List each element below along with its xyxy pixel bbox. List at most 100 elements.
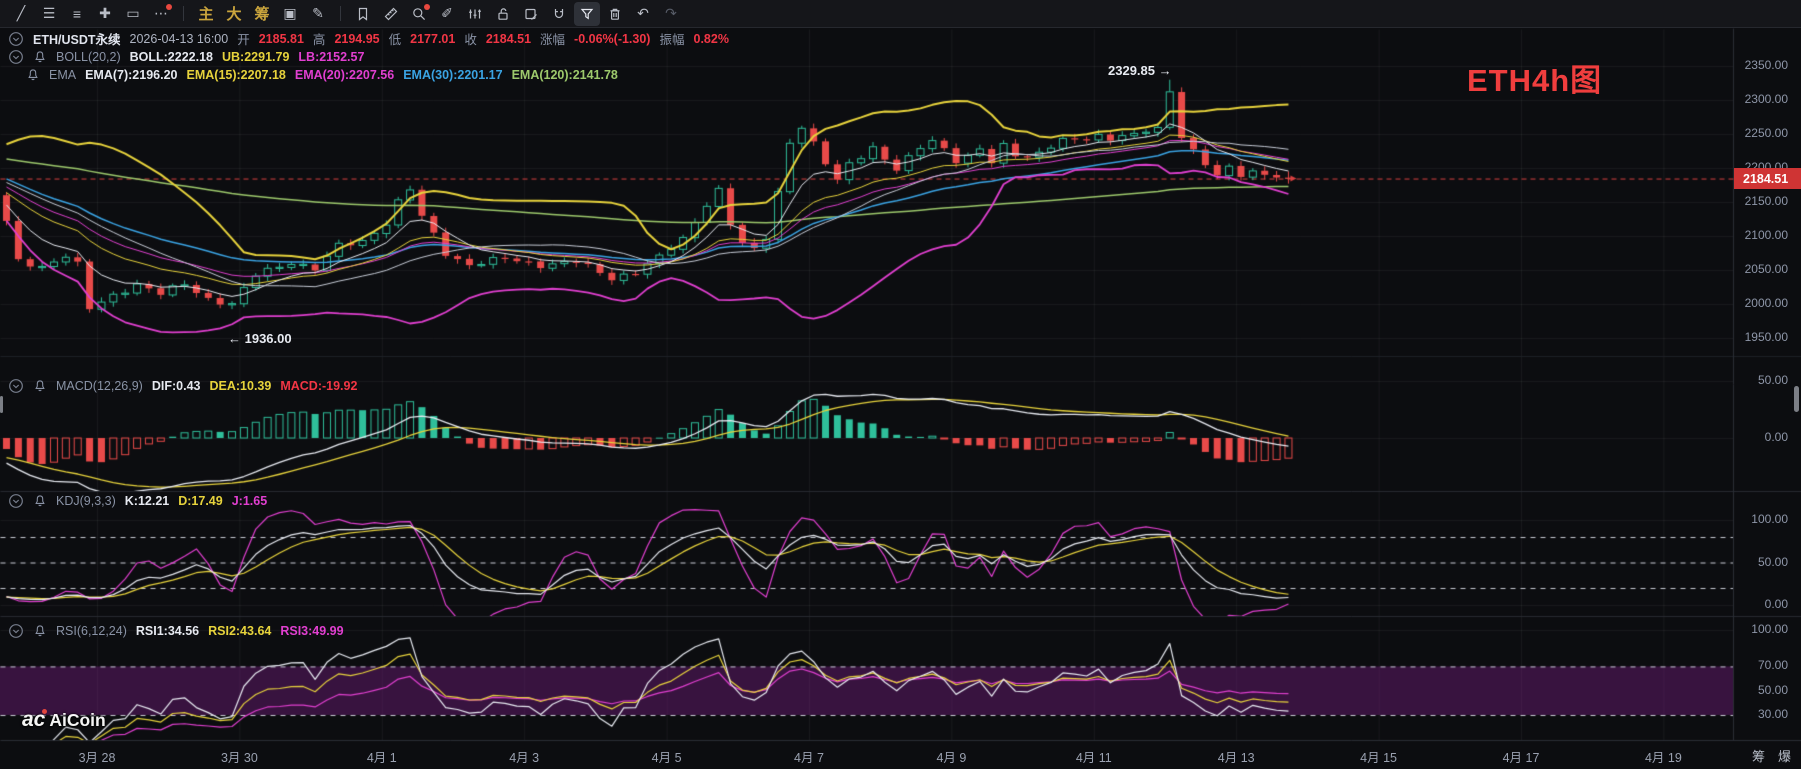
legend-segment: 振幅 [659,33,685,47]
time-axis-tick: 4月 9 [936,751,967,765]
legend-segment: DIF:0.43 [151,378,201,393]
crosshair-tool[interactable]: ✚ [99,5,111,21]
chips-button[interactable]: 筹 [254,6,270,23]
macd-axis-tick: 0.00 [1764,430,1788,444]
rsi-info-row: RSI(6,12,24) RSI1:34.56 RSI2:43.64 RSI3:49.… [8,622,344,639]
legend-segment: 2185.81 [258,31,304,46]
legend-segment: EMA [49,67,77,82]
legend-segment: EMA(30):2201.17 [403,67,503,82]
legend-segment: 收 [464,33,477,47]
magnet-icon[interactable] [546,2,572,26]
aicoin-logo-icon: ac [22,708,48,731]
legend-segment: 涨幅 [540,33,566,47]
legend-segment: DEA:10.39 [209,378,272,393]
chart-annotation-text: ETH4h图 [1467,63,1603,98]
kline-bars-icon[interactable] [462,2,488,26]
legend-segment: MACD:-19.92 [280,378,358,393]
legend-segment: UB:2291.79 [222,49,290,64]
redo-icon[interactable]: ↷ [665,5,677,21]
bookmark-icon[interactable] [350,2,376,26]
symbol-info-row: ETH/USDT永续 2026-04-13 16:00 开 2185.81 高 2194.… [8,30,729,47]
note-edit-icon[interactable] [518,2,544,26]
filter-icon[interactable] [574,1,600,26]
zoom-search-icon[interactable] [406,2,432,26]
time-axis-tick: 4月 7 [794,751,824,765]
collapse-chevron-icon[interactable] [8,493,24,509]
legend-segment: RSI(6,12,24) [56,623,127,638]
collapse-chevron-icon[interactable] [8,49,24,65]
legend-segment: -0.06%(-1.30) [574,31,651,46]
time-axis-tick: 4月 17 [1502,751,1540,765]
rectangle-tool[interactable]: ▭ [126,5,140,21]
time-axis-tick: 4月 3 [509,751,540,765]
legend-segment: K:12.21 [124,493,170,508]
legend-segment: 2184.51 [485,31,532,46]
macd-axis-tick: 50.00 [1757,373,1788,387]
notification-dot [424,3,430,10]
legend-segment: 2026-04-13 16:00 [129,31,229,46]
undo-icon[interactable]: ↶ [637,5,649,21]
lock-icon[interactable] [490,2,516,26]
line-tool[interactable]: ╱ [16,5,26,21]
legend-segment: LB:2152.57 [298,49,365,64]
quick-brush-icon[interactable]: ✎ [312,5,324,21]
collapse-chevron-icon[interactable] [8,623,24,639]
legend-segment: RSI2:43.64 [208,623,272,638]
alert-bell-icon[interactable] [33,379,47,393]
indicator-chip-toggle[interactable]: 爆 [1778,749,1792,764]
legend-segment: J:1.65 [231,493,268,508]
time-axis-tick: 4月 19 [1644,751,1682,765]
more-tools-icon[interactable]: ⋯ [148,2,174,26]
price-axis-tick: 2300.00 [1744,92,1788,106]
collapse-chevron-icon[interactable] [8,31,24,47]
right-scrollbar-thumb[interactable] [1794,386,1799,412]
price-axis-tick: 2350.00 [1744,58,1788,72]
trash-icon[interactable] [602,2,628,26]
rsi-axis-tick: 70.00 [1757,658,1788,673]
legend-segment: 2194.95 [334,31,380,46]
legend-segment: 0.82% [693,31,729,46]
indicator-chip-toggle[interactable]: 筹 [1752,749,1766,764]
indicator-list-icon[interactable]: ☰ [42,5,56,21]
left-scrollbar-thumb[interactable] [0,396,3,413]
notification-dot [166,3,172,10]
legend-segment: EMA(20):2207.56 [294,67,395,82]
current-price-badge: 2184.51 [1734,168,1801,189]
legend-segment: 低 [388,33,402,47]
legend-segment: BOLL(20,2) [56,49,121,64]
aicoin-logo-text: AiCoin [49,710,106,730]
kdj-axis-tick: 100.00 [1751,512,1788,526]
macd-info-row: MACD(12,26,9) DIF:0.43 DEA:10.39 MACD:-19.9… [8,377,357,394]
legend-segment: RSI1:34.56 [135,623,200,638]
alert-bell-icon[interactable] [33,50,47,64]
alert-bell-icon[interactable] [33,494,47,508]
legend-segment: EMA(7):2196.20 [85,67,178,82]
price-axis-tick: 2150.00 [1744,194,1788,208]
legend-segment: D:17.49 [178,493,223,508]
legend-segment: RSI3:49.99 [280,623,344,638]
template-list-icon[interactable]: ≡ [72,5,82,22]
legend-segment: BOLL:2222.18 [129,49,213,64]
large-view-button[interactable]: 大 [226,6,242,23]
ruler-icon[interactable] [378,2,404,26]
price-axis-tick: 1950.00 [1744,330,1788,344]
peak-price-label: 2329.85 → [1108,63,1172,78]
ema-info-row: EMA EMA(7):2196.20 EMA(15):2207.18 EMA(20):… [26,66,618,83]
price-axis-tick: 2050.00 [1744,262,1788,276]
legend-segment: EMA(120):2141.78 [511,67,618,82]
legend-segment: ETH/USDT永续 [33,33,121,47]
rsi-axis-tick: 30.00 [1757,707,1788,721]
alert-bell-icon[interactable] [26,68,40,82]
time-axis-tick: 4月 11 [1075,751,1112,765]
legend-segment: 开 [237,33,250,47]
alert-bell-icon[interactable] [33,624,47,638]
collapse-chevron-icon[interactable] [8,378,24,394]
legend-segment: 2177.01 [410,31,456,46]
pencil-icon[interactable]: ✐ [441,5,453,21]
main-chart-button[interactable]: 主 [198,6,214,23]
price-axis-tick: 2250.00 [1744,126,1788,140]
edit-box-icon[interactable]: ▣ [283,5,297,21]
rsi-axis-tick: 100.00 [1751,622,1788,636]
legend-segment: EMA(15):2207.18 [186,67,286,82]
